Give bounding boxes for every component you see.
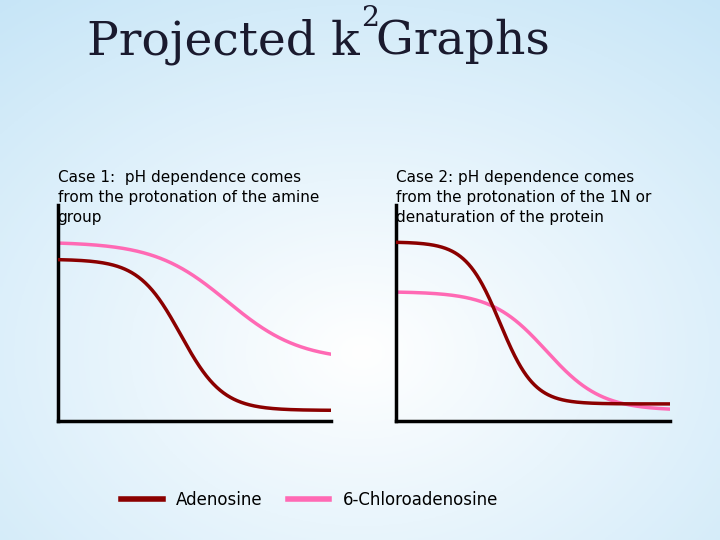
Text: Case 1:  pH dependence comes
from the protonation of the amine
group: Case 1: pH dependence comes from the pro… xyxy=(58,170,319,225)
Text: Graphs: Graphs xyxy=(361,19,550,64)
Text: 2: 2 xyxy=(361,5,379,32)
Legend: Adenosine, 6-Chloroadenosine: Adenosine, 6-Chloroadenosine xyxy=(114,484,505,516)
Text: Projected k: Projected k xyxy=(87,19,360,65)
Text: Case 2: pH dependence comes
from the protonation of the 1N or
denaturation of th: Case 2: pH dependence comes from the pro… xyxy=(396,170,652,225)
